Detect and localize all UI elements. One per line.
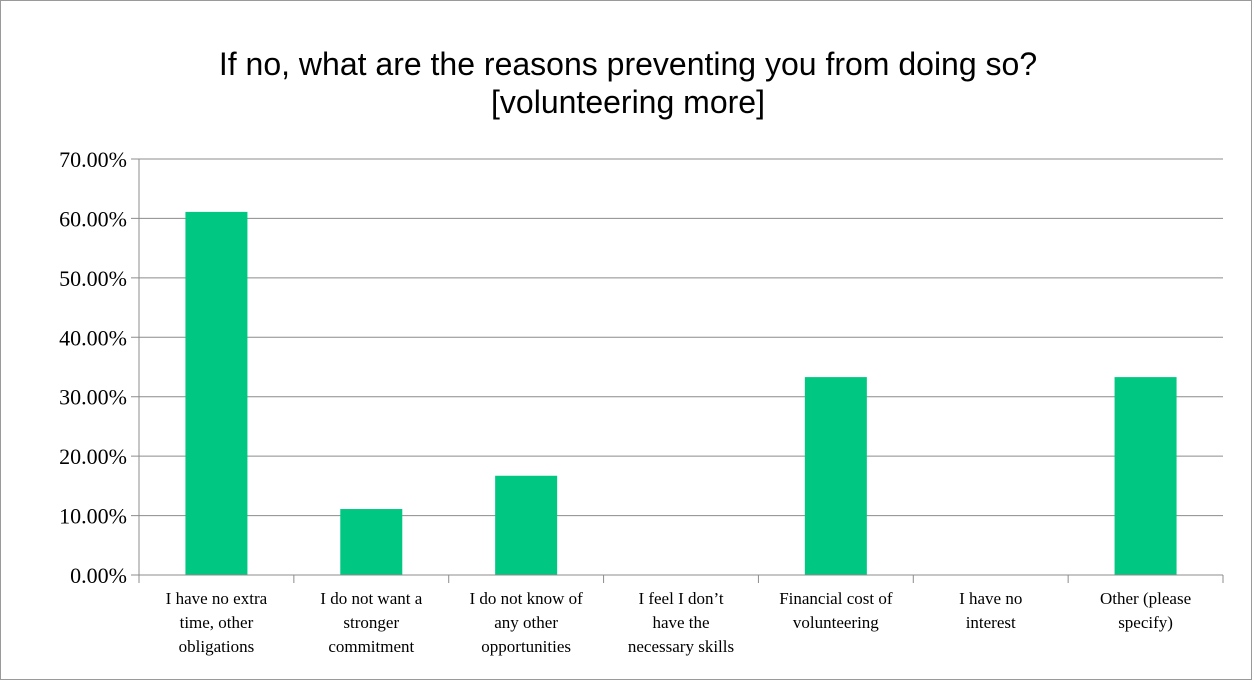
x-tick-label-line: I feel I don’t [638,589,723,608]
x-tick-label: Other (please specify) [1100,589,1191,632]
x-tick-label: I have no extra time, other obligations [166,589,268,656]
chart-title-line-1: If no, what are the reasons preventing y… [218,46,1038,82]
chart-title-line-2: [volunteering more] [491,84,765,120]
x-tick-label-line: opportunities [481,637,571,656]
x-tick-label-line: I have no extra [166,589,268,608]
x-tick-label-line: commitment [328,637,414,656]
x-tick-label: I do not know of any other opportunities [469,589,583,656]
bar [340,509,403,575]
chart-title: If no, what are the reasons preventing y… [41,45,1215,121]
x-tick-label-line: I do not know of [469,589,583,608]
x-tick-label-line: Other (please [1100,589,1191,608]
x-tick-label-line: have the [652,613,709,632]
bar [495,475,558,575]
y-tick-label: 10.00% [59,504,127,529]
y-tick-label: 20.00% [59,444,127,469]
y-tick-label: 50.00% [59,266,127,291]
y-tick-label: 40.00% [59,325,127,350]
x-tick-label-line: interest [966,613,1016,632]
y-tick-label: 0.00% [70,563,127,588]
y-tick-label: 60.00% [59,206,127,231]
x-tick-label: Financial cost of volunteering [779,589,893,632]
x-tick-label-line: any other [494,613,558,632]
x-tick-label-line: stronger [343,613,399,632]
bar [804,377,867,575]
x-tick-label-line: specify) [1118,613,1173,632]
x-tick-label-line: necessary skills [628,637,734,656]
x-tick-label-line: volunteering [793,613,879,632]
x-tick-label-line: time, other [180,613,254,632]
bar [1114,377,1177,575]
x-tick-label: I feel I don’t have the necessary skills [628,589,734,656]
x-tick-label-line: Financial cost of [779,589,893,608]
x-tick-label-line: obligations [179,637,255,656]
x-tick-label-line: I do not want a [320,589,422,608]
x-tick-label: I do not want a stronger commitment [320,589,422,656]
x-tick-label-line: I have no [959,589,1022,608]
bar [185,211,248,576]
y-tick-label: 70.00% [59,147,127,172]
y-tick-label: 30.00% [59,385,127,410]
x-tick-label: I have no interest [959,589,1022,632]
